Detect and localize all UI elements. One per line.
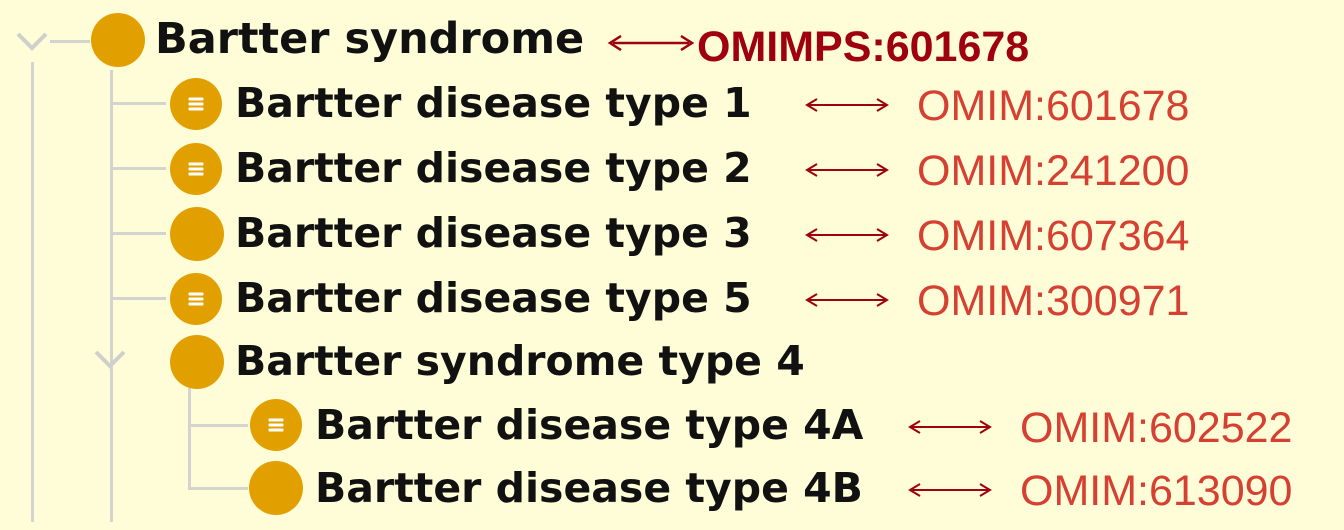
node-label: Bartter disease type 4A <box>315 401 864 449</box>
node-label: Bartter disease type 5 <box>235 274 752 322</box>
tree-connector <box>110 297 166 300</box>
equivalent-class-node-icon <box>250 399 302 451</box>
omimps-id: OMIMPS:601678 <box>697 23 1030 71</box>
tree-guide-line-level1 <box>110 70 113 522</box>
class-node-icon <box>170 335 224 389</box>
chevron-down-icon[interactable] <box>92 348 128 370</box>
node-label: Bartter syndrome type 4 <box>235 337 805 385</box>
omim-id: OMIM:300971 <box>917 277 1190 325</box>
chevron-down-icon[interactable] <box>14 30 50 52</box>
tree-connector <box>188 424 248 427</box>
double-arrow-icon <box>805 228 889 242</box>
omim-id: OMIM:241200 <box>917 147 1190 195</box>
tree-node[interactable]: Bartter disease type 5 OMIM:300971 <box>0 268 1344 328</box>
tree-connector <box>110 167 166 170</box>
equivalent-class-node-icon <box>170 78 222 130</box>
tree-connector <box>110 102 166 105</box>
double-arrow-icon <box>908 483 992 497</box>
tree-node[interactable]: Bartter disease type 3 OMIM:607364 <box>0 203 1344 263</box>
omim-id: OMIM:601678 <box>917 82 1190 130</box>
node-label: Bartter syndrome <box>155 14 585 64</box>
tree-node[interactable]: Bartter disease type 2 OMIM:241200 <box>0 138 1344 198</box>
double-arrow-icon <box>908 420 992 434</box>
equivalent-class-node-icon <box>170 143 222 195</box>
tree-guide-line-level2 <box>188 388 191 488</box>
class-node-icon <box>91 13 145 67</box>
tree-connector <box>110 232 166 235</box>
omim-id: OMIM:607364 <box>917 212 1190 260</box>
tree-node-root[interactable]: Bartter syndrome OMIMPS:601678 <box>0 10 1344 70</box>
tree-node[interactable]: Bartter disease type 4B OMIM:613090 <box>0 458 1344 518</box>
tree-node[interactable]: Bartter disease type 1 OMIM:601678 <box>0 73 1344 133</box>
double-arrow-icon <box>805 163 889 177</box>
node-label: Bartter disease type 1 <box>235 79 752 127</box>
class-node-icon <box>170 207 224 261</box>
omim-id: OMIM:613090 <box>1020 467 1293 515</box>
tree-node[interactable]: Bartter disease type 4A OMIM:602522 <box>0 395 1344 455</box>
node-label: Bartter disease type 4B <box>315 464 863 512</box>
node-label: Bartter disease type 2 <box>235 144 752 192</box>
equivalent-class-node-icon <box>170 273 222 325</box>
double-arrow-icon <box>805 293 889 307</box>
node-label: Bartter disease type 3 <box>235 209 752 257</box>
tree-connector-root <box>50 40 90 43</box>
double-arrow-icon <box>607 35 695 51</box>
tree-node-subgroup[interactable]: Bartter syndrome type 4 <box>0 331 1344 391</box>
tree-connector <box>188 487 248 490</box>
omim-id: OMIM:602522 <box>1020 404 1293 452</box>
double-arrow-icon <box>805 98 889 112</box>
class-node-icon <box>249 461 303 515</box>
tree-guide-line-root <box>31 62 34 522</box>
